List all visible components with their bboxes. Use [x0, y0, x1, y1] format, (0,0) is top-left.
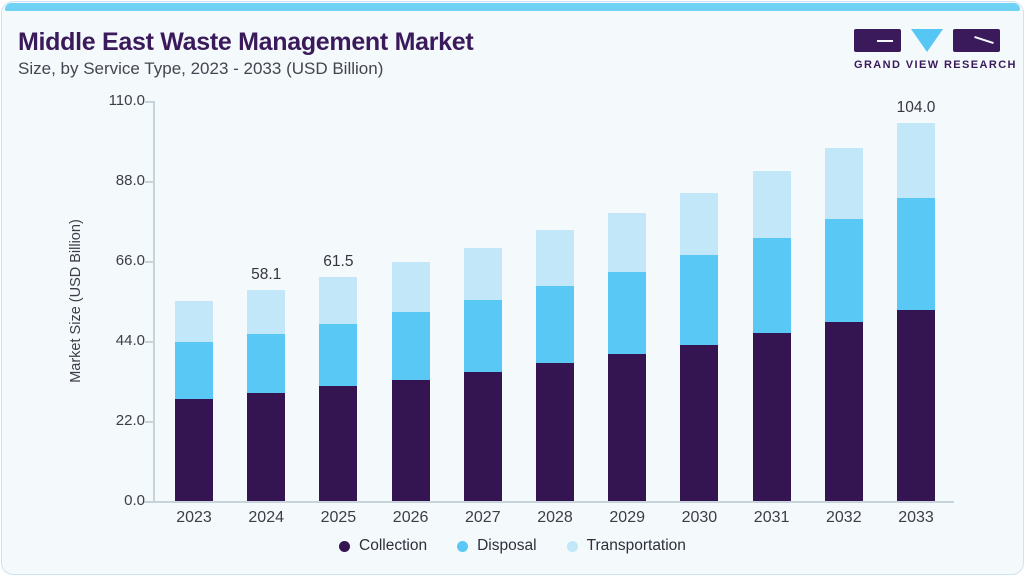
- logo-r-line: [974, 35, 994, 45]
- bar-2027-collection-segment: [463, 371, 502, 501]
- bar-2029-disposal-segment: [608, 271, 647, 355]
- legend-dot-icon: [566, 540, 578, 552]
- x-axis-line: [143, 501, 954, 503]
- bar-2030-collection-segment: [680, 344, 719, 501]
- legend-label: Transportation: [586, 537, 686, 554]
- y-tick-mark: [145, 501, 153, 503]
- y-tick-mark: [145, 261, 153, 263]
- bar-2025-disposal-segment: [319, 323, 358, 387]
- bar-2025-collection-segment: [319, 386, 358, 501]
- bar-total-label-2033: 104.0: [896, 98, 936, 116]
- chart-subtitle: Size, by Service Type, 2023 - 2033 (USD …: [18, 59, 384, 78]
- bar-2024-transportation-segment: [247, 289, 286, 335]
- bar-2030-transportation-segment: [680, 193, 719, 255]
- grand-view-research-logo: GRAND VIEW RESEARCH: [854, 29, 1017, 71]
- legend-label: Collection: [359, 537, 428, 554]
- x-tick-label-2027: 2027: [465, 509, 501, 526]
- y-tick-mark: [145, 341, 153, 343]
- y-tick-label: 66.0: [115, 252, 145, 269]
- bar-2023-collection-segment: [175, 399, 213, 501]
- chart-title: Middle East Waste Management Market: [18, 28, 474, 56]
- logo-g-line: [877, 40, 893, 42]
- legend-item-disposal: Disposal: [457, 537, 537, 555]
- bar-2028-collection-segment: [536, 362, 574, 501]
- y-tick-label: 44.0: [115, 332, 145, 349]
- logo-wordmark: GRAND VIEW RESEARCH: [854, 59, 1017, 71]
- y-axis-line: [153, 101, 155, 501]
- bar-total-label-2024: 58.1: [251, 265, 282, 283]
- legend-dot-icon: [457, 540, 469, 552]
- bar-2032-transportation-segment: [824, 148, 863, 219]
- legend-dot-icon: [339, 540, 351, 552]
- bar-2033-disposal-segment: [897, 198, 935, 310]
- y-axis-title: Market Size (USD Billion): [68, 219, 84, 383]
- bar-2025-transportation-segment: [319, 277, 358, 324]
- bar-2027-transportation-segment: [463, 247, 502, 300]
- logo-g-block-icon: [854, 29, 901, 52]
- x-tick-label-2031: 2031: [753, 509, 790, 526]
- bar-2031-transportation-segment: [752, 170, 791, 238]
- y-tick-label: 22.0: [115, 412, 145, 429]
- x-tick-label-2032: 2032: [826, 509, 862, 526]
- y-tick-label: 110.0: [108, 92, 145, 109]
- bar-2024-disposal-segment: [247, 334, 286, 393]
- x-tick-label-2033: 2033: [898, 509, 934, 526]
- x-tick-label-2023: 2023: [176, 509, 212, 526]
- bar-2026-disposal-segment: [391, 312, 430, 380]
- y-tick-mark: [145, 101, 153, 103]
- bar-2032-collection-segment: [824, 322, 863, 501]
- legend-item-transportation: Transportation: [566, 537, 686, 555]
- bar-2029-collection-segment: [608, 354, 647, 501]
- x-tick-label-2029: 2029: [609, 509, 645, 526]
- bar-2026-transportation-segment: [391, 262, 430, 313]
- bar-2032-disposal-segment: [824, 218, 863, 323]
- bar-2030-disposal-segment: [680, 254, 719, 345]
- bar-2023-transportation-segment: [175, 301, 213, 343]
- card-accent-bar: [5, 3, 1020, 11]
- y-tick-label: 88.0: [115, 172, 145, 189]
- bar-2033-collection-segment: [897, 309, 935, 501]
- x-tick-label-2030: 2030: [681, 509, 718, 526]
- x-tick-label-2025: 2025: [320, 509, 357, 526]
- bar-total-label-2025: 61.5: [323, 253, 354, 271]
- y-tick-mark: [145, 181, 153, 183]
- x-tick-label-2024: 2024: [248, 509, 284, 526]
- x-tick-label-2026: 2026: [392, 509, 429, 526]
- bar-2023-disposal-segment: [175, 342, 213, 400]
- bar-2028-disposal-segment: [536, 285, 574, 363]
- legend-label: Disposal: [477, 537, 537, 554]
- logo-shapes: [854, 29, 1000, 53]
- logo-v-triangle-icon: [911, 29, 943, 52]
- bar-2027-disposal-segment: [463, 299, 502, 372]
- bar-2029-transportation-segment: [608, 213, 647, 272]
- bar-2031-collection-segment: [752, 333, 791, 501]
- bar-2026-collection-segment: [391, 379, 430, 501]
- x-tick-label-2028: 2028: [537, 509, 573, 526]
- y-tick-mark: [145, 421, 153, 423]
- y-tick-label: 0.0: [124, 492, 145, 509]
- bar-2031-disposal-segment: [752, 237, 791, 333]
- legend: Collection Disposal Transportation: [0, 537, 1025, 555]
- bar-2028-transportation-segment: [536, 230, 574, 286]
- legend-item-collection: Collection: [339, 537, 427, 555]
- bar-2033-transportation-segment: [897, 122, 935, 199]
- bar-2024-collection-segment: [247, 393, 286, 501]
- logo-r-block-icon: [953, 29, 1000, 52]
